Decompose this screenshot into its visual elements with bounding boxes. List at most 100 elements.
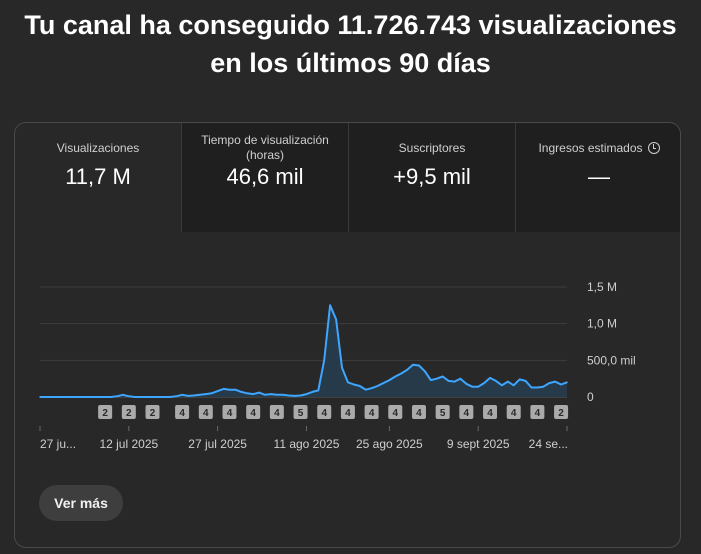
upload-marker-label: 4 (250, 408, 256, 419)
upload-marker-label: 5 (298, 408, 304, 419)
data-point (347, 381, 349, 384)
data-point (252, 393, 254, 395)
data-point (62, 396, 65, 398)
upload-marker-label: 5 (440, 408, 446, 419)
data-point (128, 395, 130, 398)
analytics-card: Visualizaciones 11,7 M Tiempo de visuali… (14, 122, 681, 548)
upload-marker-label: 4 (511, 408, 517, 419)
data-point (193, 394, 195, 397)
data-point (92, 396, 95, 398)
see-more-button[interactable]: Ver más (39, 485, 123, 521)
tab-views[interactable]: Visualizaciones 11,7 M (15, 123, 181, 232)
upload-marker-label: 4 (321, 408, 327, 419)
data-point (311, 391, 314, 393)
upload-marker (388, 405, 403, 419)
data-point (471, 385, 474, 388)
data-point (329, 304, 331, 307)
tab-revenue[interactable]: Ingresos estimados — (515, 123, 680, 232)
tab-revenue-label-wrap: Ingresos estimados (524, 141, 674, 156)
y-tick-label: 0 (587, 390, 594, 404)
data-point (317, 389, 320, 392)
data-point (199, 394, 201, 396)
tab-revenue-label: Ingresos estimados (538, 141, 643, 155)
upload-marker-label: 2 (150, 408, 156, 419)
upload-marker-label: 4 (487, 408, 493, 419)
data-point (270, 393, 272, 395)
data-point (116, 395, 118, 398)
tab-watch-time[interactable]: Tiempo de visualización (horas) 46,6 mil (181, 123, 348, 232)
data-point (139, 396, 142, 398)
data-point (418, 364, 420, 367)
upload-marker (269, 405, 284, 419)
data-point (282, 394, 284, 396)
tab-subscribers[interactable]: Suscriptores +9,5 mil (348, 123, 515, 232)
upload-marker (364, 405, 379, 419)
data-point (57, 396, 59, 398)
upload-marker (222, 405, 237, 419)
upload-marker (411, 405, 426, 419)
upload-marker-label: 4 (392, 408, 398, 419)
data-point (181, 394, 183, 396)
data-point (104, 396, 106, 398)
data-point (353, 383, 355, 386)
data-point (240, 391, 243, 393)
data-point (483, 382, 485, 384)
upload-marker (554, 405, 569, 419)
tab-subscribers-label: Suscriptores (398, 141, 466, 155)
data-point (276, 394, 278, 396)
data-point (287, 394, 290, 397)
y-tick-label: 1,0 M (587, 317, 617, 331)
upload-marker (459, 405, 474, 419)
clock-icon[interactable] (647, 142, 660, 154)
data-point (512, 384, 515, 387)
data-point (359, 385, 361, 387)
upload-marker-label: 2 (102, 408, 108, 419)
data-point (536, 386, 539, 389)
views-chart: 1,5 M 1,0 M 500,0 mil 0 2 2 2 4 4 4 4 4 5 4 4 4 4 4 5 4 4 4 4 2… (39, 280, 636, 451)
data-point (542, 385, 545, 388)
data-point (157, 396, 160, 398)
x-tick-label: 12 jul 2025 (99, 437, 158, 451)
upload-marker (98, 405, 113, 419)
data-point (453, 380, 456, 383)
data-point (122, 394, 124, 396)
data-point (163, 396, 166, 398)
upload-marker (530, 405, 545, 419)
data-point (430, 379, 432, 381)
tab-views-value: 11,7 M (65, 164, 131, 189)
data-point (187, 395, 189, 397)
data-point (495, 380, 497, 382)
page-title: Tu canal ha conseguido 11.726.743 visual… (0, 6, 701, 82)
upload-marker-label: 2 (126, 408, 132, 419)
upload-marker-label: 4 (535, 408, 541, 419)
tab-watch-time-value: 46,6 mil (226, 164, 304, 189)
data-point (364, 388, 367, 391)
upload-marker (340, 405, 355, 419)
data-point (246, 392, 248, 395)
upload-marker (121, 405, 136, 419)
upload-marker-label: 4 (274, 408, 280, 419)
data-point (501, 384, 503, 387)
data-point (110, 396, 112, 398)
data-point (293, 395, 296, 397)
data-point (145, 396, 148, 398)
data-point (216, 390, 219, 392)
data-point (228, 388, 231, 391)
data-point (518, 378, 521, 381)
tab-subscribers-value: +9,5 mil (393, 164, 471, 189)
data-point (459, 377, 462, 380)
data-point (489, 377, 491, 379)
y-tick-label: 1,5 M (587, 280, 617, 294)
upload-marker (317, 405, 332, 419)
y-tick-label: 500,0 mil (587, 353, 636, 367)
data-point (222, 388, 225, 390)
x-tick-label: 25 ago 2025 (356, 437, 423, 451)
upload-marker-label: 4 (345, 408, 351, 419)
upload-marker (246, 405, 261, 419)
upload-marker-label: 4 (369, 408, 375, 419)
x-tick-label: 9 sept 2025 (447, 437, 510, 451)
tab-watch-time-label: Tiempo de visualización (horas) (201, 133, 329, 162)
data-point (382, 382, 385, 384)
data-point (554, 380, 556, 383)
data-point (370, 387, 373, 390)
